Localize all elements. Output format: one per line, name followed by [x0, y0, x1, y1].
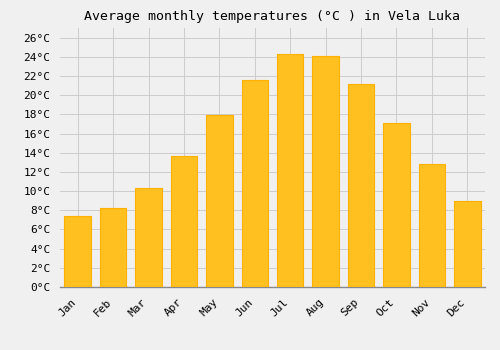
Bar [348, 84, 374, 287]
Bar [454, 201, 480, 287]
Title: Average monthly temperatures (°C ) in Vela Luka: Average monthly temperatures (°C ) in Ve… [84, 10, 460, 23]
Bar [206, 115, 233, 287]
Bar [312, 56, 339, 287]
Bar [100, 208, 126, 287]
Bar [64, 216, 91, 287]
Bar [383, 123, 409, 287]
Bar [242, 80, 268, 287]
Bar [418, 164, 445, 287]
Bar [136, 188, 162, 287]
Bar [170, 156, 197, 287]
Bar [277, 54, 303, 287]
